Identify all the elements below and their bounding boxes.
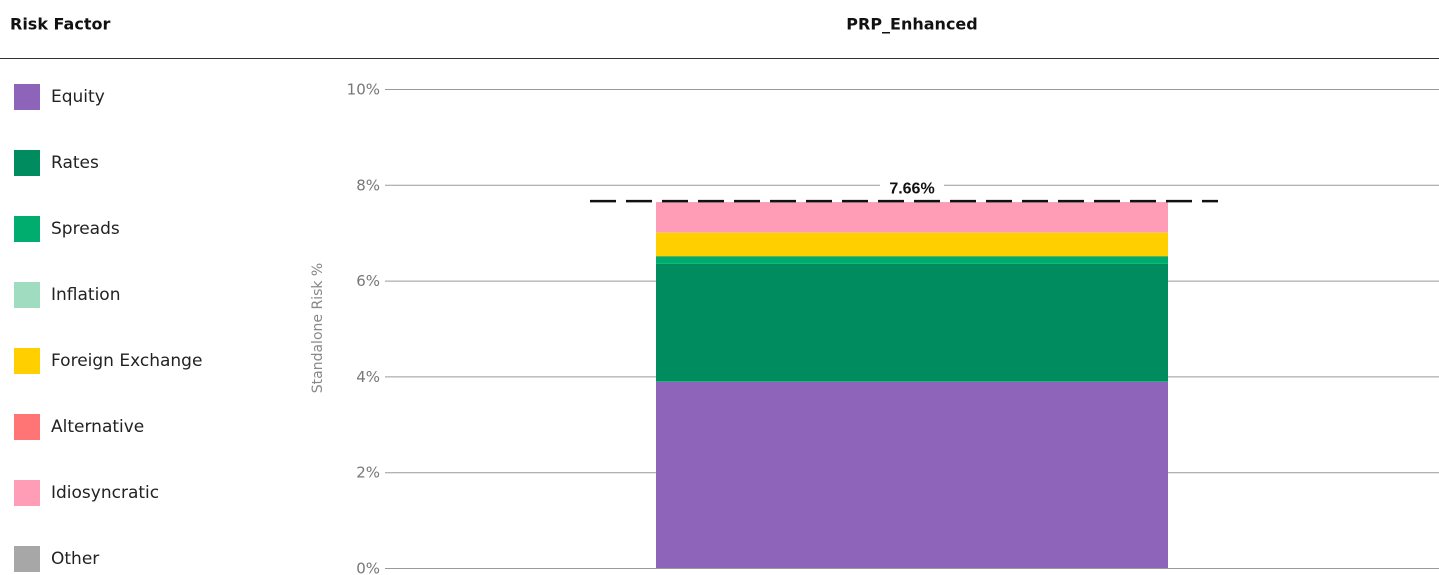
y-axis-label: Standalone Risk %: [310, 263, 326, 393]
bar-segment: [656, 202, 1168, 233]
column-header: PRP_Enhanced: [846, 15, 977, 34]
legend-swatch: [14, 546, 40, 572]
y-tick-label: 2%: [356, 464, 380, 482]
y-tick-label: 4%: [356, 368, 380, 386]
legend-swatch: [14, 150, 40, 176]
total-label-bg: [880, 179, 944, 199]
legend-label: Rates: [51, 153, 99, 173]
legend-swatch: [14, 348, 40, 374]
legend-label: Idiosyncratic: [51, 483, 159, 503]
legend-swatch: [14, 282, 40, 308]
bar-segment: [656, 232, 1168, 257]
y-tick-label: 10%: [347, 81, 380, 99]
legend-swatch: [14, 414, 40, 440]
y-tick-label: 6%: [356, 272, 380, 290]
legend-label: Foreign Exchange: [51, 351, 202, 371]
legend-label: Other: [51, 549, 99, 569]
legend-label: Spreads: [51, 219, 120, 239]
bar-segment: [656, 381, 1168, 568]
legend-label: Alternative: [51, 417, 144, 437]
bar-segment: [656, 256, 1168, 264]
legend-label: Equity: [51, 87, 105, 107]
legend-title: Risk Factor: [10, 15, 110, 34]
bar-segment: [656, 263, 1168, 382]
legend-label: Inflation: [51, 285, 120, 305]
legend-swatch: [14, 480, 40, 506]
legend-swatch: [14, 216, 40, 242]
total-label: 7.66%: [889, 180, 934, 197]
legend-swatch: [14, 84, 40, 110]
y-tick-label: 8%: [356, 176, 380, 194]
y-tick-label: 0%: [356, 560, 380, 575]
